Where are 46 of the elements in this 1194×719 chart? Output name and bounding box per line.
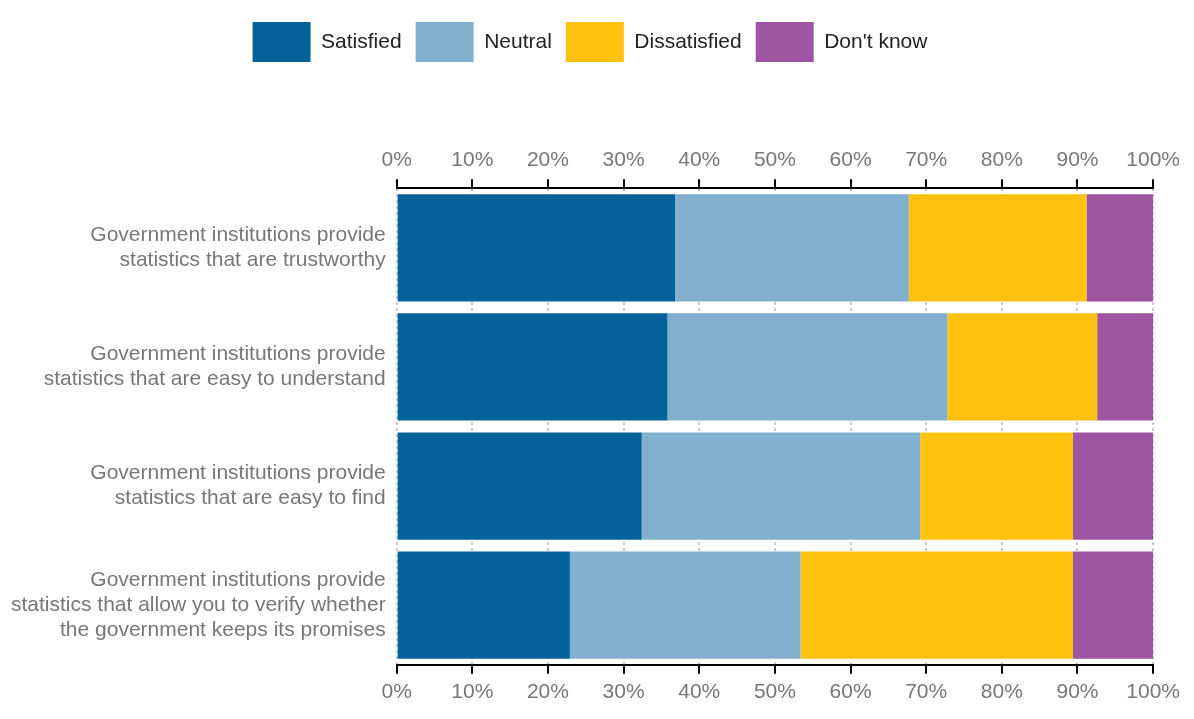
x-tick-label: 100% — [1126, 147, 1180, 171]
legend-label: Dissatisfied — [634, 28, 742, 52]
x-tick-label: 60% — [829, 147, 872, 171]
bar — [1072, 551, 1154, 659]
x-tick-label: 30% — [602, 147, 645, 171]
x2-tick-label: 20% — [526, 679, 569, 703]
bar — [1072, 432, 1154, 540]
x-tick-label: 20% — [526, 147, 569, 171]
bar — [397, 432, 642, 540]
bar — [800, 551, 1073, 659]
bar — [569, 551, 801, 659]
legend-label: Satisfied — [321, 28, 402, 52]
x2-tick-label: 90% — [1056, 679, 1099, 703]
x-tick-label: 10% — [451, 147, 494, 171]
bar — [667, 313, 948, 421]
x-tick-label: 80% — [980, 147, 1023, 171]
bar — [1097, 313, 1154, 421]
x2-tick-label: 30% — [602, 679, 645, 703]
x2-tick-label: 100% — [1126, 679, 1180, 703]
x-tick-label: 0% — [381, 147, 412, 171]
x-tick-label: 40% — [678, 147, 721, 171]
y-tick-label: Government institutions provide statistics that are easy to understand — [43, 341, 386, 390]
y-tick-label: Government institutions provide statistics that allow you to verify whether the government keeps its promises — [10, 566, 386, 641]
x-tick-label: 50% — [753, 147, 796, 171]
x2-tick-label: 50% — [753, 679, 796, 703]
y-tick-label: Government institutions provide statistics that are trustworthy — [90, 221, 387, 271]
legend-label: Neutral — [484, 28, 552, 52]
bar — [641, 432, 921, 540]
x2-tick-label: 60% — [829, 679, 872, 703]
bar — [908, 194, 1087, 302]
bar — [397, 194, 676, 302]
bar — [1086, 194, 1154, 302]
legend-label: Don't know — [824, 28, 929, 52]
x2-tick-label: 80% — [980, 679, 1023, 703]
x2-tick-label: 10% — [451, 679, 494, 703]
bar — [397, 313, 668, 421]
bar — [947, 313, 1098, 421]
bar — [920, 432, 1073, 540]
x-tick-label: 90% — [1056, 147, 1099, 171]
y-tick-label: Government institutions provide statistics that are easy to find — [90, 460, 386, 509]
x2-tick-label: 40% — [678, 679, 721, 703]
bar — [397, 551, 570, 659]
x2-tick-label: 70% — [905, 679, 948, 703]
x-tick-label: 70% — [905, 147, 948, 171]
bar — [675, 194, 909, 302]
x2-tick-label: 0% — [381, 679, 412, 703]
